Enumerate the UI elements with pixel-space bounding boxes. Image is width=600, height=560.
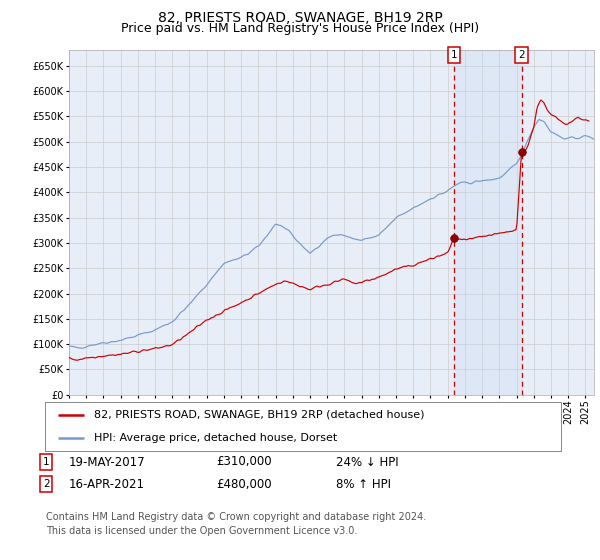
Text: 16-APR-2021: 16-APR-2021 bbox=[69, 478, 145, 491]
Text: 19-MAY-2017: 19-MAY-2017 bbox=[69, 455, 146, 469]
Text: 2: 2 bbox=[518, 50, 525, 60]
Text: 8% ↑ HPI: 8% ↑ HPI bbox=[336, 478, 391, 491]
Text: 82, PRIESTS ROAD, SWANAGE, BH19 2RP: 82, PRIESTS ROAD, SWANAGE, BH19 2RP bbox=[158, 11, 442, 25]
Text: 1: 1 bbox=[43, 457, 50, 467]
Text: 24% ↓ HPI: 24% ↓ HPI bbox=[336, 455, 398, 469]
Text: 1: 1 bbox=[451, 50, 458, 60]
Text: £310,000: £310,000 bbox=[216, 455, 272, 469]
Text: HPI: Average price, detached house, Dorset: HPI: Average price, detached house, Dors… bbox=[94, 433, 337, 444]
Text: £480,000: £480,000 bbox=[216, 478, 272, 491]
Text: 2: 2 bbox=[43, 479, 50, 489]
Text: Price paid vs. HM Land Registry's House Price Index (HPI): Price paid vs. HM Land Registry's House … bbox=[121, 22, 479, 35]
Text: 82, PRIESTS ROAD, SWANAGE, BH19 2RP (detached house): 82, PRIESTS ROAD, SWANAGE, BH19 2RP (det… bbox=[94, 410, 425, 420]
Bar bbox=[454, 50, 521, 395]
Text: Contains HM Land Registry data © Crown copyright and database right 2024.
This d: Contains HM Land Registry data © Crown c… bbox=[46, 512, 427, 535]
